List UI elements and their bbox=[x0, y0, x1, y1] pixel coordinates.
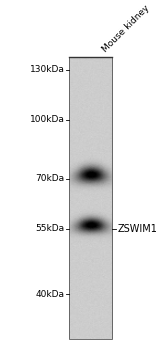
Text: 130kDa: 130kDa bbox=[30, 65, 64, 74]
Text: ZSWIM1: ZSWIM1 bbox=[117, 224, 157, 234]
Bar bbox=[69, 57, 112, 339]
Text: 70kDa: 70kDa bbox=[35, 174, 64, 183]
Text: 40kDa: 40kDa bbox=[35, 289, 64, 299]
Text: Mouse kidney: Mouse kidney bbox=[100, 4, 151, 54]
Text: 100kDa: 100kDa bbox=[30, 115, 64, 124]
Text: 55kDa: 55kDa bbox=[35, 224, 64, 233]
